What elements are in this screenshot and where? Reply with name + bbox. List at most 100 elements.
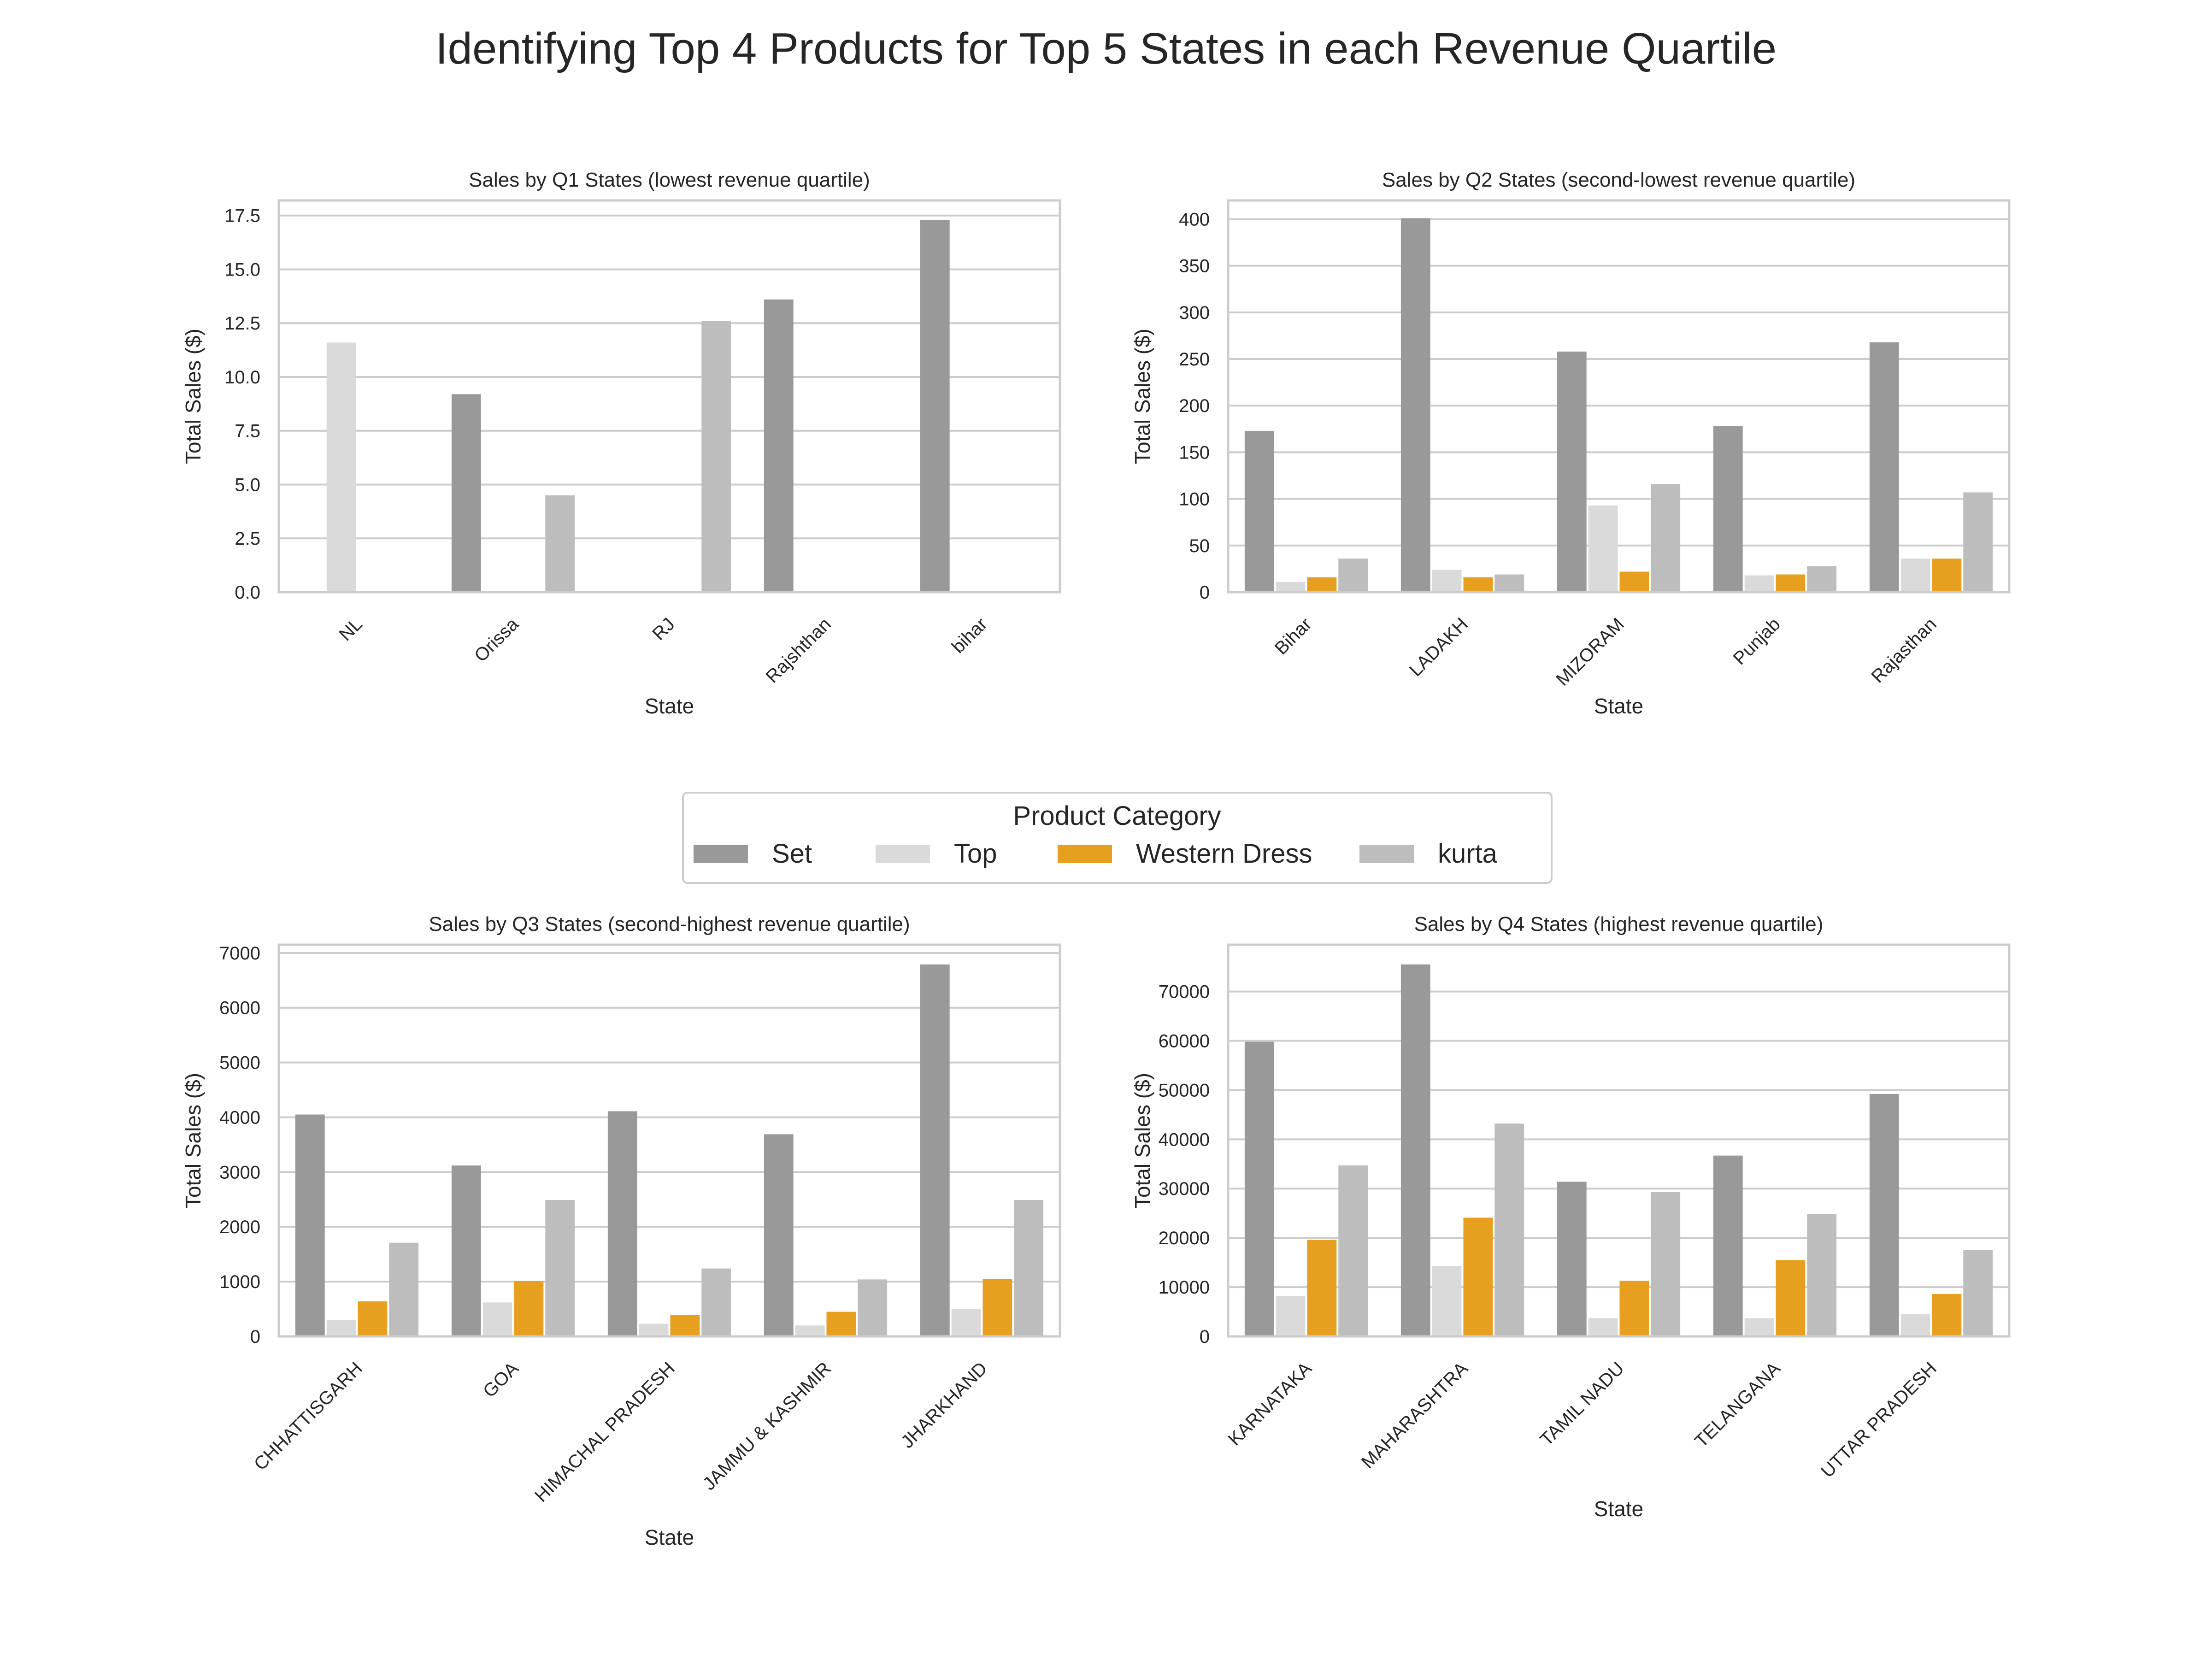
bar-top-punjab (1744, 575, 1774, 592)
bar-western-dress-ladakh (1463, 577, 1493, 592)
bar-top-chhattisgarh (326, 1320, 356, 1336)
bar-western-dress-jharkhand (982, 1279, 1012, 1336)
x-tick-label: JHARKHAND (897, 1358, 991, 1452)
y-axis-label: Total Sales ($) (1130, 329, 1154, 464)
y-tick-label: 60000 (1159, 1031, 1210, 1051)
panel-title: Sales by Q1 States (lowest revenue quart… (469, 169, 870, 191)
y-tick-label: 4000 (219, 1107, 260, 1128)
bar-western-dress-goa (514, 1281, 544, 1336)
bar-set-uttar-pradesh (1869, 1094, 1899, 1336)
x-axis-label: State (645, 694, 694, 718)
bar-set-bihar (1244, 430, 1274, 592)
bar-western-dress-telangana (1776, 1260, 1806, 1336)
legend: Product Category Set Top Western Dress kurt… (682, 792, 1553, 884)
bar-set-goa (451, 1165, 481, 1336)
bar-kurta-rj (701, 321, 731, 592)
bar-kurta-rajasthan (1963, 492, 1993, 592)
y-tick-label: 40000 (1159, 1130, 1210, 1150)
bar-kurta-tamil-nadu (1651, 1192, 1681, 1336)
y-tick-label: 10000 (1159, 1277, 1210, 1298)
bar-top-ladakh (1432, 570, 1462, 592)
x-tick-label: Orissa (471, 614, 523, 666)
bar-set-telangana (1713, 1155, 1743, 1336)
x-tick-label: Bihar (1271, 614, 1316, 659)
y-axis-label: Total Sales ($) (1130, 1073, 1154, 1208)
y-tick-label: 0.0 (235, 582, 260, 603)
x-axis-label: State (1594, 694, 1643, 718)
legend-label-western-dress: Western Dress (1136, 839, 1312, 869)
bar-top-nl (326, 342, 356, 592)
bar-set-bihar (920, 220, 950, 592)
plot-frame (277, 943, 1061, 1338)
legend-label-kurta: kurta (1438, 839, 1498, 869)
bar-top-karnataka (1276, 1296, 1306, 1336)
y-tick-label: 7.5 (235, 421, 260, 441)
bar-set-mizoram (1557, 351, 1587, 592)
bar-kurta-ladakh (1494, 574, 1524, 592)
x-tick-label: JAMMU & KASHMIR (699, 1358, 835, 1494)
chart-panel-3: 0 1000 2000 3000 4000 5000 6000 7000 CHHATTISGAR… (181, 913, 1061, 1549)
legend-swatch-western-dress (1058, 845, 1112, 863)
bar-set-maharashtra (1400, 964, 1430, 1336)
bar-kurta-punjab (1807, 566, 1837, 592)
bar-top-goa (482, 1302, 512, 1336)
bar-western-dress-jammu-kashmir (826, 1312, 856, 1336)
bar-western-dress-uttar-pradesh (1932, 1294, 1962, 1336)
bar-western-dress-punjab (1776, 574, 1806, 592)
bar-kurta-orissa (545, 495, 575, 592)
bar-western-dress-himachal-pradesh (670, 1315, 700, 1336)
chart-panel-2: 0 50 100 150 200 250 300 350 400 Bihar LADAKH MIZOR… (1130, 169, 2011, 718)
x-tick-label: Rajasthan (1867, 614, 1940, 687)
plot-frame (1227, 943, 2011, 1338)
y-tick-label: 12.5 (224, 313, 260, 334)
bar-set-chhattisgarh (295, 1114, 325, 1336)
bar-kurta-telangana (1807, 1214, 1837, 1336)
bar-western-dress-rajasthan (1932, 559, 1962, 592)
figure-title: Identifying Top 4 Products for Top 5 Sta… (435, 24, 1777, 73)
chart-panel-1: 0.0 2.5 5.0 7.5 10.0 12.5 15.0 17.5 NL Orissa RJ Ra… (181, 169, 1061, 718)
bar-set-tamil-nadu (1557, 1182, 1587, 1336)
legend-title: Product Category (1013, 801, 1221, 831)
bar-top-tamil-nadu (1588, 1318, 1618, 1336)
y-tick-label: 2000 (219, 1217, 260, 1237)
plot-frame (277, 199, 1061, 594)
x-tick-label: CHHATTISGARH (250, 1358, 366, 1474)
y-tick-label: 350 (1179, 256, 1210, 276)
bar-kurta-chhattisgarh (389, 1242, 419, 1336)
bar-western-dress-chhattisgarh (358, 1301, 388, 1336)
bar-top-jharkhand (951, 1309, 981, 1336)
chart-panel-4: 0 10000 20000 30000 40000 50000 60000 70000 KARN… (1130, 913, 2011, 1521)
bar-kurta-karnataka (1338, 1165, 1368, 1336)
y-tick-label: 5.0 (235, 475, 260, 495)
legend-label-top: Top (954, 839, 997, 869)
x-tick-label: MIZORAM (1552, 614, 1628, 690)
x-axis-label: State (645, 1525, 694, 1549)
y-tick-label: 400 (1179, 209, 1210, 229)
legend-swatch-top (876, 845, 930, 863)
bar-top-bihar (1276, 582, 1306, 592)
y-tick-label: 250 (1179, 349, 1210, 370)
y-axis-label: Total Sales ($) (181, 1073, 205, 1208)
y-tick-label: 150 (1179, 442, 1210, 463)
panel-title: Sales by Q3 States (second-highest reven… (429, 913, 910, 935)
panel-title: Sales by Q2 States (second-lowest revenu… (1382, 169, 1855, 191)
bar-set-jharkhand (920, 964, 950, 1336)
bar-kurta-himachal-pradesh (701, 1268, 731, 1336)
bar-western-dress-tamil-nadu (1619, 1281, 1649, 1336)
bar-set-jammu-kashmir (764, 1134, 794, 1336)
x-tick-label: Punjab (1730, 614, 1784, 669)
x-tick-label: RJ (648, 614, 679, 644)
x-tick-label: bihar (948, 614, 991, 657)
y-tick-label: 300 (1179, 303, 1210, 323)
y-tick-label: 30000 (1159, 1179, 1210, 1199)
x-tick-label: UTTAR PRADESH (1817, 1358, 1941, 1482)
bar-top-rajasthan (1900, 559, 1930, 592)
legend-label-set: Set (772, 839, 812, 869)
y-tick-label: 0 (1200, 582, 1210, 603)
x-tick-label: LADAKH (1406, 614, 1472, 680)
x-tick-label: TELANGANA (1691, 1358, 1784, 1452)
bar-top-maharashtra (1432, 1266, 1462, 1336)
y-tick-label: 5000 (219, 1053, 260, 1073)
x-axis-label: State (1594, 1497, 1643, 1521)
